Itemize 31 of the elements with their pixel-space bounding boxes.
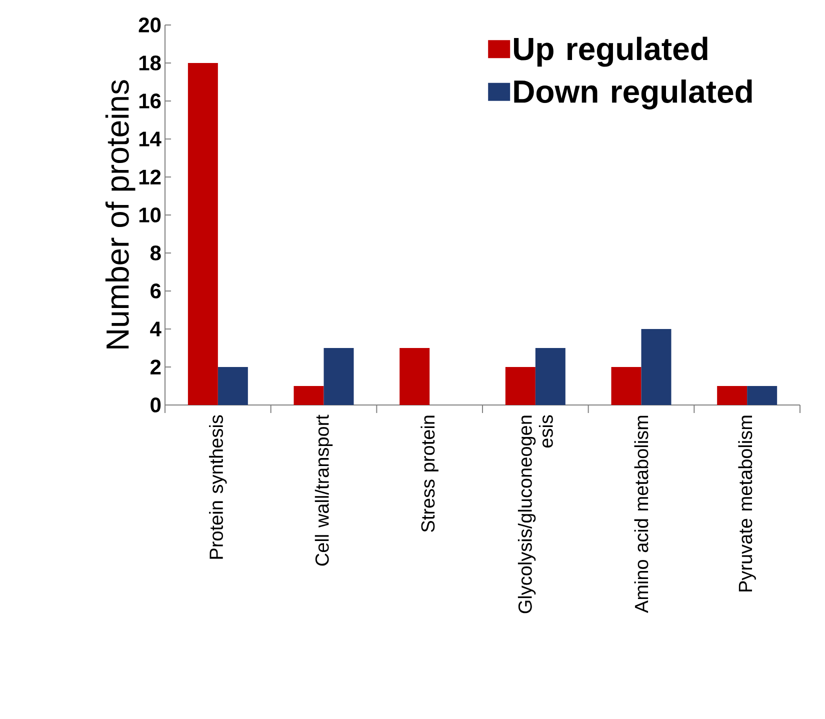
- y-tick-label: 2: [150, 360, 161, 374]
- x-tick-label: Glycolysis/gluconeogen esis: [518, 415, 553, 614]
- bar: [611, 366, 642, 405]
- y-tick-label: 10: [139, 208, 161, 222]
- bar: [717, 386, 748, 405]
- bar: [188, 62, 218, 405]
- legend-label: Down regulated: [514, 79, 752, 110]
- bar: [324, 348, 354, 405]
- bar: [218, 366, 248, 405]
- y-tick-label: 6: [150, 284, 161, 298]
- legend-label: Up regulated: [514, 36, 708, 67]
- x-tick-label: Cell wall/transport: [314, 414, 333, 566]
- y-tick-label: 12: [139, 170, 161, 184]
- y-tick-label: 8: [150, 246, 161, 260]
- y-axis-title: Number of proteins: [105, 80, 136, 348]
- y-tick-label: 4: [150, 322, 162, 336]
- bar: [747, 386, 778, 405]
- bar: [400, 348, 430, 405]
- y-tick-label: 20: [138, 18, 161, 32]
- y-tick-label: 16: [139, 94, 161, 108]
- x-tick-label: Protein synthesis: [209, 415, 227, 559]
- bar: [505, 366, 536, 405]
- x-tick-label: Amino acid metabolism: [634, 416, 648, 614]
- y-tick-label: 18: [139, 56, 161, 70]
- y-tick-label: 14: [139, 132, 162, 146]
- y-tick-label: 0: [150, 398, 161, 412]
- bar: [641, 328, 672, 405]
- x-tick-label: Stress protein: [420, 416, 438, 532]
- bar: [294, 386, 324, 405]
- bar: [535, 348, 566, 405]
- x-tick-label: Pyruvate metabolism: [738, 416, 756, 592]
